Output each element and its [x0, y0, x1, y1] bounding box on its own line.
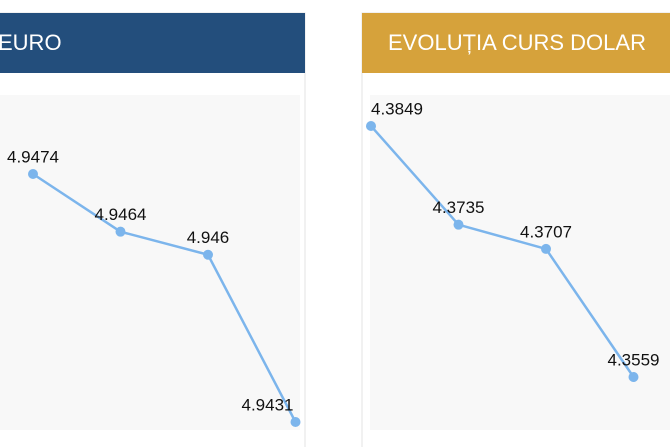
point	[453, 219, 464, 230]
data-label: 4.3559	[608, 350, 660, 369]
plot-area	[0, 95, 300, 430]
chart-title: EVOLUȚIA CURS DOLAR	[388, 30, 646, 55]
chart-title: EURO	[0, 30, 62, 55]
data-label: 4.3707	[520, 222, 572, 241]
data-label: 4.3849	[371, 99, 423, 118]
header	[362, 13, 670, 73]
data-label: 4.3735	[433, 198, 485, 217]
plot-area	[370, 95, 670, 430]
data-label: 4.946	[187, 228, 230, 247]
point	[628, 372, 639, 382]
data-label: 4.9474	[7, 147, 59, 166]
line	[370, 125, 635, 378]
point	[366, 121, 376, 131]
data-label: 4.9431	[242, 395, 294, 414]
point	[28, 169, 38, 179]
point	[541, 243, 551, 254]
line	[32, 172, 297, 423]
point	[290, 417, 301, 427]
point	[115, 226, 126, 237]
header	[0, 13, 305, 73]
point	[203, 249, 213, 260]
data-label: 4.9464	[95, 205, 147, 224]
